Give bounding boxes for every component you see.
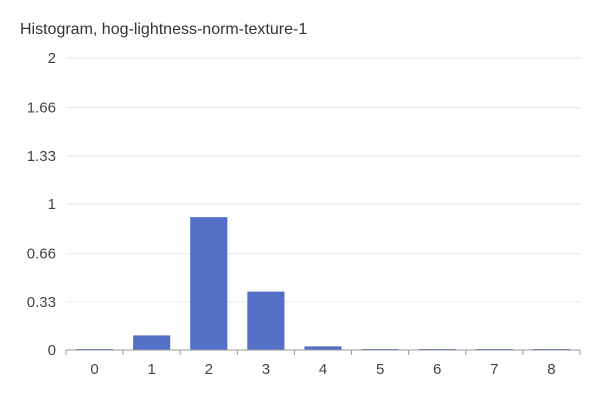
axis-layer — [65, 349, 581, 355]
bar-2 — [190, 217, 228, 350]
x-tick-label: 6 — [433, 361, 441, 378]
bar-layer — [75, 217, 571, 350]
chart-title: Histogram, hog-lightness-norm-texture-1 — [20, 21, 308, 38]
x-tick-labels: 0 1 2 3 4 5 6 7 8 — [90, 361, 555, 378]
bar-1 — [133, 335, 171, 350]
grid-layer — [66, 57, 580, 303]
x-tick-label: 1 — [147, 361, 155, 378]
x-tick-label: 4 — [319, 361, 327, 378]
y-tick-labels: 0 0.33 0.66 1 1.33 1.66 2 — [27, 50, 56, 359]
y-tick-label: 0.33 — [27, 294, 56, 311]
y-tick-label: 1.66 — [27, 100, 56, 117]
y-tick-label: 1 — [48, 196, 56, 213]
bar-3 — [247, 291, 285, 350]
x-tick-label: 3 — [262, 361, 270, 378]
x-tick-label: 5 — [376, 361, 384, 378]
x-tick-label: 2 — [205, 361, 213, 378]
x-tick-label: 8 — [547, 361, 555, 378]
y-tick-label: 0.66 — [27, 246, 56, 263]
y-tick-label: 2 — [48, 50, 56, 67]
y-tick-label: 0 — [48, 342, 56, 359]
x-tick-label: 7 — [490, 361, 498, 378]
bar-4 — [304, 346, 342, 350]
y-tick-label: 1.33 — [27, 148, 56, 165]
x-tick-label: 0 — [90, 361, 98, 378]
